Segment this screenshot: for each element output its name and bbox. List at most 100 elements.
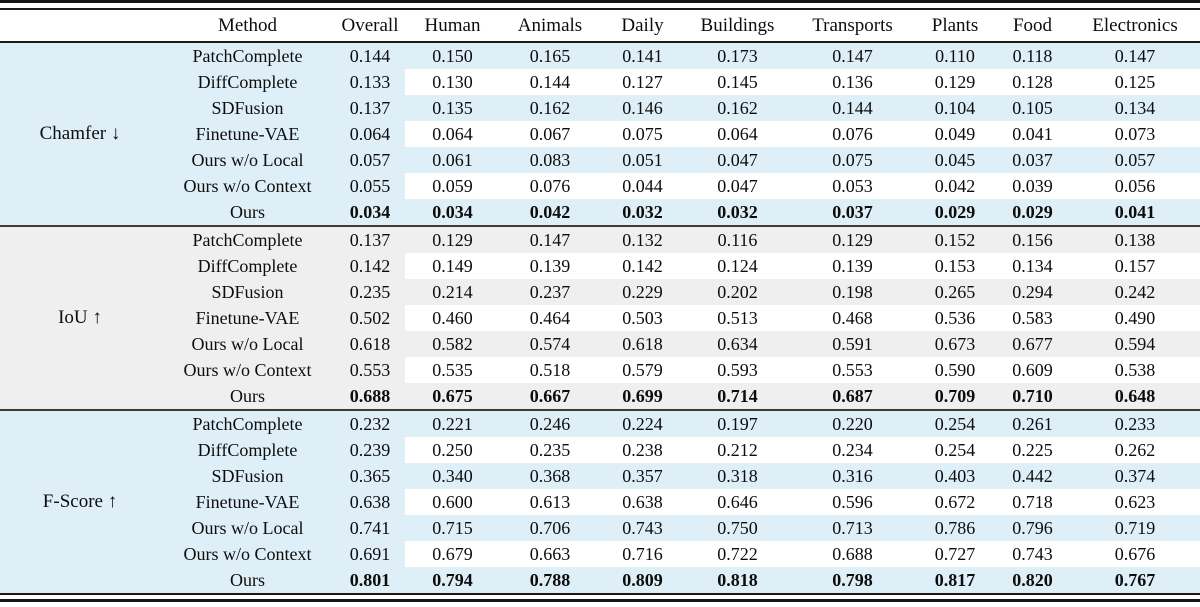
- value-cell: 0.718: [995, 489, 1070, 515]
- value-cell: 0.583: [995, 305, 1070, 331]
- value-cell: 0.788: [500, 567, 600, 594]
- value-cell: 0.719: [1070, 515, 1200, 541]
- value-cell: 0.073: [1070, 121, 1200, 147]
- value-cell: 0.716: [600, 541, 685, 567]
- value-cell: 0.032: [685, 199, 790, 226]
- value-cell: 0.128: [995, 69, 1070, 95]
- value-cell: 0.254: [915, 437, 995, 463]
- value-cell: 0.045: [915, 147, 995, 173]
- col-header-food: Food: [995, 9, 1070, 43]
- value-cell: 0.574: [500, 331, 600, 357]
- value-cell: 0.623: [1070, 489, 1200, 515]
- value-cell: 0.214: [405, 279, 500, 305]
- method-name: Ours w/o Context: [160, 173, 335, 199]
- value-cell: 0.125: [1070, 69, 1200, 95]
- value-cell: 0.061: [405, 147, 500, 173]
- value-cell: 0.743: [995, 541, 1070, 567]
- value-cell: 0.147: [790, 42, 915, 69]
- value-cell: 0.502: [335, 305, 405, 331]
- value-cell: 0.059: [405, 173, 500, 199]
- value-cell: 0.239: [335, 437, 405, 463]
- value-cell: 0.134: [995, 253, 1070, 279]
- value-cell: 0.138: [1070, 225, 1200, 253]
- value-cell: 0.237: [500, 279, 600, 305]
- method-name: DiffComplete: [160, 437, 335, 463]
- table-row-iou-ours-w-o-context: Ours w/o Context 0.553 0.535 0.518 0.579 0.59…: [0, 357, 1200, 383]
- value-cell: 0.110: [915, 42, 995, 69]
- value-cell: 0.365: [335, 463, 405, 489]
- value-cell: 0.212: [685, 437, 790, 463]
- value-cell: 0.051: [600, 147, 685, 173]
- value-cell: 0.687: [790, 383, 915, 410]
- value-cell: 0.064: [335, 121, 405, 147]
- method-name: Ours w/o Context: [160, 541, 335, 567]
- value-cell: 0.157: [1070, 253, 1200, 279]
- value-cell: 0.142: [335, 253, 405, 279]
- value-cell: 0.250: [405, 437, 500, 463]
- table-row-f-score-ours-w-o-context: Ours w/o Context 0.691 0.679 0.663 0.716 0.72…: [0, 541, 1200, 567]
- value-cell: 0.786: [915, 515, 995, 541]
- method-name: Finetune-VAE: [160, 489, 335, 515]
- value-cell: 0.142: [600, 253, 685, 279]
- value-cell: 0.224: [600, 409, 685, 437]
- col-header-electronics: Electronics: [1070, 9, 1200, 43]
- value-cell: 0.173: [685, 42, 790, 69]
- value-cell: 0.064: [405, 121, 500, 147]
- method-name: Finetune-VAE: [160, 305, 335, 331]
- value-cell: 0.075: [790, 147, 915, 173]
- metric-label-f-score: F-Score ↑: [0, 409, 160, 594]
- value-cell: 0.047: [685, 173, 790, 199]
- value-cell: 0.648: [1070, 383, 1200, 410]
- table-row-iou-sdfusion: SDFusion 0.235 0.214 0.237 0.229 0.202 0.198 0.…: [0, 279, 1200, 305]
- value-cell: 0.147: [1070, 42, 1200, 69]
- value-cell: 0.374: [1070, 463, 1200, 489]
- value-cell: 0.794: [405, 567, 500, 594]
- value-cell: 0.818: [685, 567, 790, 594]
- col-header-human: Human: [405, 9, 500, 43]
- col-header-overall: Overall: [335, 9, 405, 43]
- value-cell: 0.403: [915, 463, 995, 489]
- value-cell: 0.672: [915, 489, 995, 515]
- value-cell: 0.197: [685, 409, 790, 437]
- value-cell: 0.579: [600, 357, 685, 383]
- value-cell: 0.136: [790, 69, 915, 95]
- table-row-f-score-patchcomplete: F-Score ↑ PatchComplete 0.232 0.221 0.246 0.2…: [0, 409, 1200, 594]
- value-cell: 0.593: [685, 357, 790, 383]
- value-cell: 0.146: [600, 95, 685, 121]
- value-cell: 0.029: [915, 199, 995, 226]
- method-name: Ours: [160, 383, 335, 410]
- value-cell: 0.820: [995, 567, 1070, 594]
- value-cell: 0.047: [685, 147, 790, 173]
- value-cell: 0.246: [500, 409, 600, 437]
- method-name: Ours w/o Local: [160, 331, 335, 357]
- value-cell: 0.232: [335, 409, 405, 437]
- value-cell: 0.667: [500, 383, 600, 410]
- value-cell: 0.162: [685, 95, 790, 121]
- value-cell: 0.037: [790, 199, 915, 226]
- col-header-animals: Animals: [500, 9, 600, 43]
- value-cell: 0.039: [995, 173, 1070, 199]
- value-cell: 0.229: [600, 279, 685, 305]
- value-cell: 0.254: [915, 409, 995, 437]
- method-name: Ours: [160, 199, 335, 226]
- value-cell: 0.198: [790, 279, 915, 305]
- method-name: DiffComplete: [160, 253, 335, 279]
- results-table: Method Overall Human Animals Daily Buildings T…: [0, 8, 1200, 595]
- value-cell: 0.634: [685, 331, 790, 357]
- metric-label-iou: IoU ↑: [0, 225, 160, 410]
- table-row-f-score-diffcomplete: DiffComplete 0.239 0.250 0.235 0.238 0.212 0.2…: [0, 437, 1200, 463]
- value-cell: 0.460: [405, 305, 500, 331]
- value-cell: 0.234: [790, 437, 915, 463]
- value-cell: 0.165: [500, 42, 600, 69]
- value-cell: 0.144: [335, 42, 405, 69]
- table-row-iou-patchcomplete: IoU ↑ PatchComplete 0.137 0.129 0.147 0.132 0.…: [0, 225, 1200, 410]
- col-header-metric-spacer: [0, 9, 160, 43]
- value-cell: 0.340: [405, 463, 500, 489]
- value-cell: 0.368: [500, 463, 600, 489]
- value-cell: 0.242: [1070, 279, 1200, 305]
- value-cell: 0.134: [1070, 95, 1200, 121]
- value-cell: 0.490: [1070, 305, 1200, 331]
- value-cell: 0.673: [915, 331, 995, 357]
- value-cell: 0.750: [685, 515, 790, 541]
- table-row-chamfer-sdfusion: SDFusion 0.137 0.135 0.162 0.146 0.162 0.144 0.…: [0, 95, 1200, 121]
